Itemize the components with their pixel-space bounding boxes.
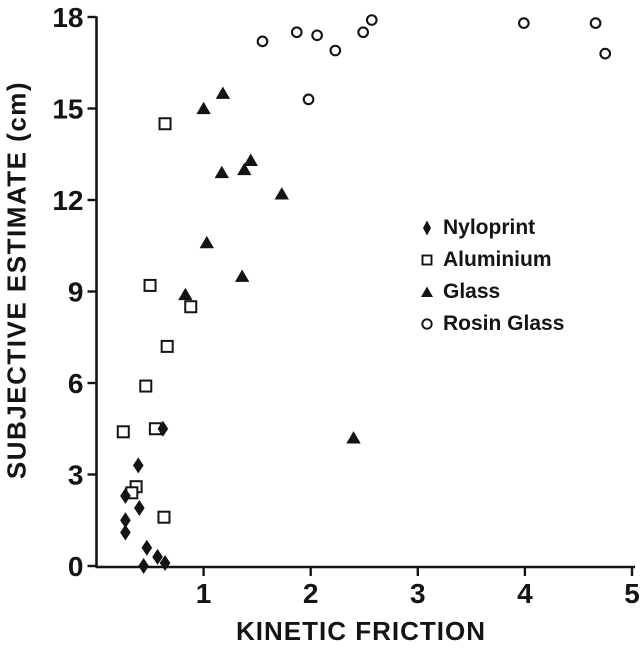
data-point-filled-diamond xyxy=(132,457,144,474)
x-tick-label: 2 xyxy=(303,578,319,609)
data-point-filled-triangle xyxy=(196,101,211,115)
data-point-filled-diamond xyxy=(152,548,163,565)
data-point-filled-diamond xyxy=(138,558,149,574)
data-point-filled-triangle xyxy=(274,187,289,200)
y-tick-label: 0 xyxy=(68,551,84,582)
data-point-filled-triangle xyxy=(199,235,215,249)
data-point-open-circle xyxy=(365,14,378,26)
data-point-open-square xyxy=(143,278,157,292)
legend-item-rosin-glass: Rosin Glass xyxy=(416,308,564,340)
data-point-open-circle xyxy=(357,26,370,39)
data-point-filled-diamond xyxy=(120,512,131,529)
y-tick-label: 3 xyxy=(68,460,84,491)
legend-item-nyloprint: Nyloprint xyxy=(416,212,564,244)
x-axis-title: KINETIC FRICTION xyxy=(236,616,486,646)
data-point-filled-triangle xyxy=(346,431,361,444)
y-tick-label: 9 xyxy=(68,277,84,308)
data-point-filled-triangle xyxy=(237,162,252,176)
y-tick-label: 18 xyxy=(52,2,83,33)
data-point-filled-diamond xyxy=(141,539,153,556)
x-tick-label: 5 xyxy=(624,578,640,609)
data-point-filled-triangle xyxy=(178,287,193,301)
data-point-filled-triangle xyxy=(214,165,230,179)
data-point-filled-triangle xyxy=(215,86,231,99)
data-point-filled-diamond xyxy=(120,487,131,504)
data-point-open-circle xyxy=(256,35,269,48)
filled-triangle-icon xyxy=(416,282,438,302)
open-square-icon xyxy=(416,250,438,270)
legend-label: Glass xyxy=(443,280,501,303)
filled-diamond-icon xyxy=(416,218,438,238)
data-point-open-circle xyxy=(517,17,530,29)
data-point-filled-diamond xyxy=(120,524,131,541)
data-point-open-square xyxy=(116,425,130,439)
data-point-filled-diamond xyxy=(134,500,145,517)
data-point-open-square xyxy=(139,379,153,393)
data-point-open-circle xyxy=(589,17,602,29)
data-point-open-square xyxy=(158,117,172,131)
data-point-open-circle xyxy=(311,29,323,42)
data-point-filled-diamond xyxy=(157,420,169,437)
x-tick-label: 4 xyxy=(517,578,533,609)
data-point-open-circle xyxy=(329,44,342,57)
open-circle-icon xyxy=(416,314,438,334)
legend-label: Aluminium xyxy=(443,248,552,271)
data-point-open-square xyxy=(184,300,198,314)
data-point-open-square xyxy=(160,339,174,353)
data-point-filled-triangle xyxy=(234,269,250,282)
y-axis-title: SUBJECTIVE ESTIMATE (cm) xyxy=(1,80,32,480)
data-point-open-circle xyxy=(599,47,612,60)
data-point-open-circle xyxy=(290,26,303,39)
data-point-open-circle xyxy=(302,93,315,106)
legend: Nyloprint Aluminium Glass Rosin Glass xyxy=(416,212,564,340)
y-tick-label: 12 xyxy=(52,185,83,216)
data-point-open-square xyxy=(157,510,171,524)
y-tick-label: 15 xyxy=(52,94,83,125)
legend-item-glass: Glass xyxy=(416,276,564,308)
legend-label: Nyloprint xyxy=(443,216,536,239)
legend-label: Rosin Glass xyxy=(443,312,565,335)
legend-item-aluminium: Aluminium xyxy=(416,244,564,276)
y-tick-label: 6 xyxy=(68,368,84,399)
data-point-filled-diamond xyxy=(159,554,171,571)
x-tick-label: 3 xyxy=(410,578,426,609)
x-tick-label: 1 xyxy=(196,578,212,609)
data-point-filled-triangle xyxy=(243,153,258,166)
